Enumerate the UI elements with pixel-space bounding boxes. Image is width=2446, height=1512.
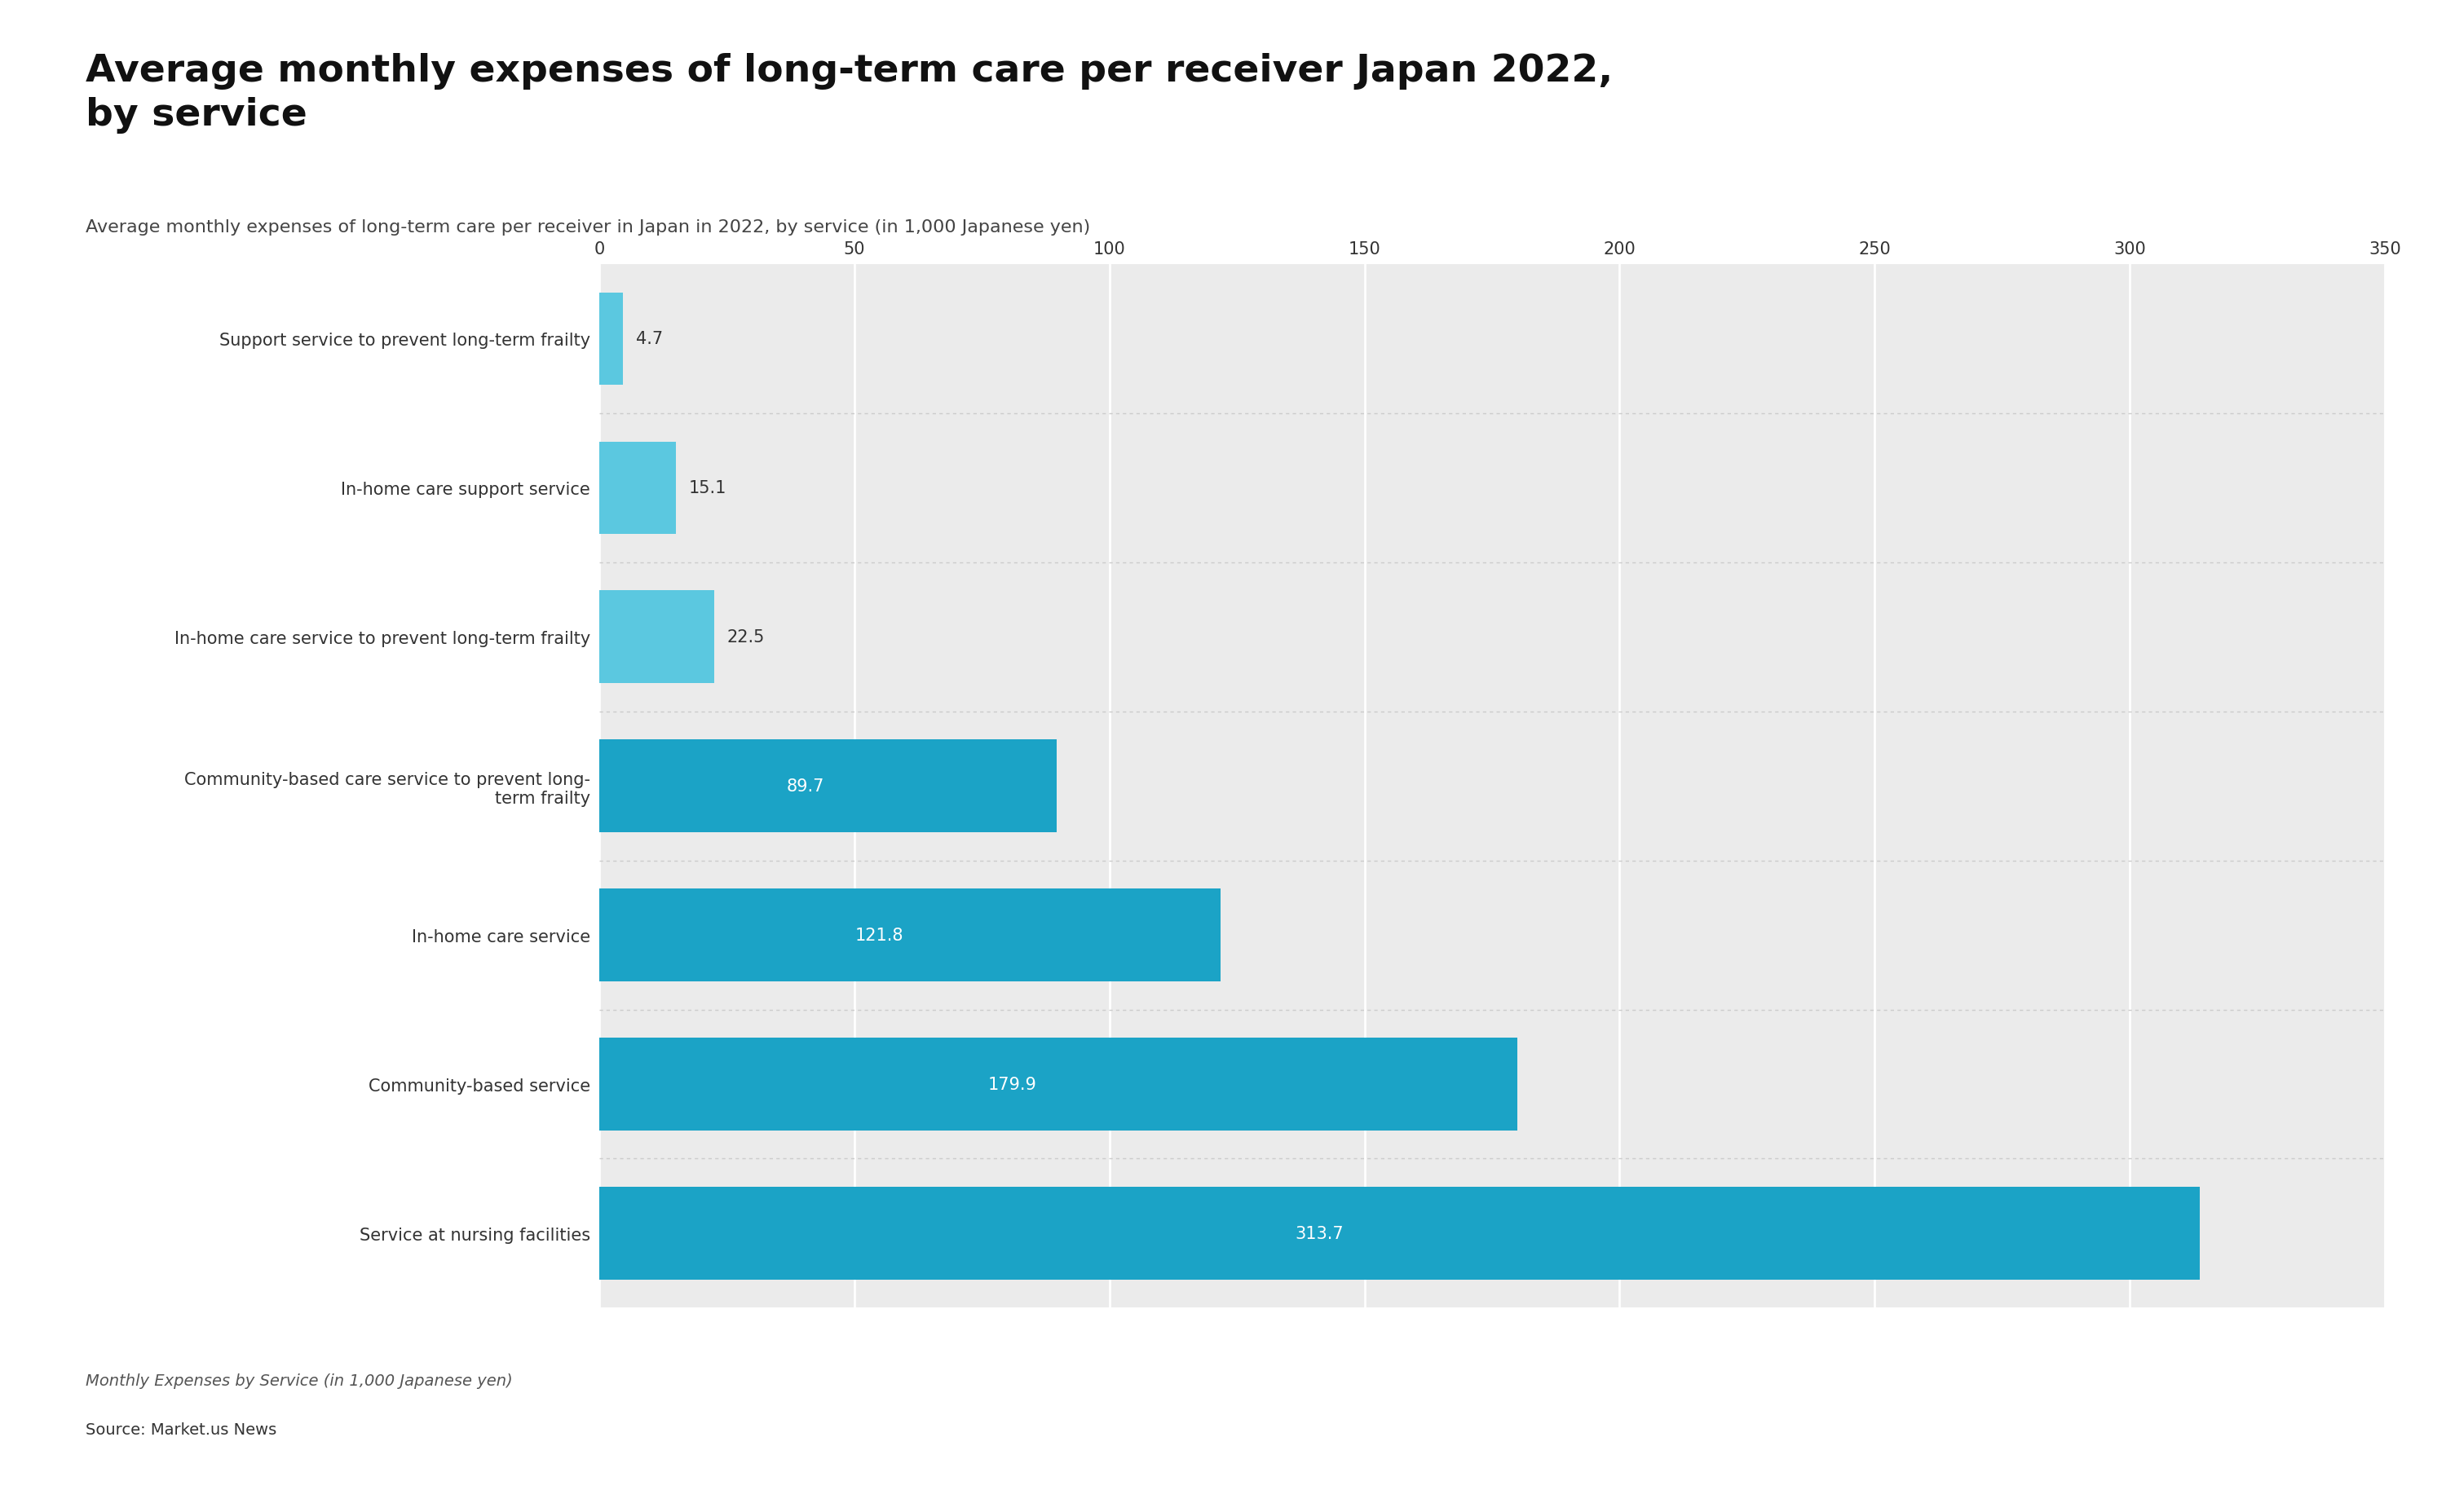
Bar [599, 293, 624, 386]
Bar [599, 442, 675, 534]
Text: 89.7: 89.7 [785, 779, 824, 794]
Text: 121.8: 121.8 [854, 927, 903, 943]
Bar [599, 889, 1221, 981]
Text: Average monthly expenses of long-term care per receiver in Japan in 2022, by ser: Average monthly expenses of long-term ca… [86, 219, 1091, 236]
Text: 313.7: 313.7 [1294, 1225, 1343, 1241]
Text: 22.5: 22.5 [726, 629, 766, 646]
Text: 179.9: 179.9 [988, 1077, 1037, 1093]
Text: 15.1: 15.1 [690, 479, 726, 496]
Bar [599, 739, 1057, 833]
Text: 4.7: 4.7 [636, 331, 663, 348]
Text: Average monthly expenses of long-term care per receiver Japan 2022,
by service: Average monthly expenses of long-term ca… [86, 53, 1612, 133]
Text: Source: Market.us News: Source: Market.us News [86, 1421, 276, 1436]
Text: Monthly Expenses by Service (in 1,000 Japanese yen): Monthly Expenses by Service (in 1,000 Ja… [86, 1373, 514, 1388]
Bar [599, 591, 714, 683]
Bar [599, 1039, 1517, 1131]
Bar [599, 1187, 2199, 1279]
